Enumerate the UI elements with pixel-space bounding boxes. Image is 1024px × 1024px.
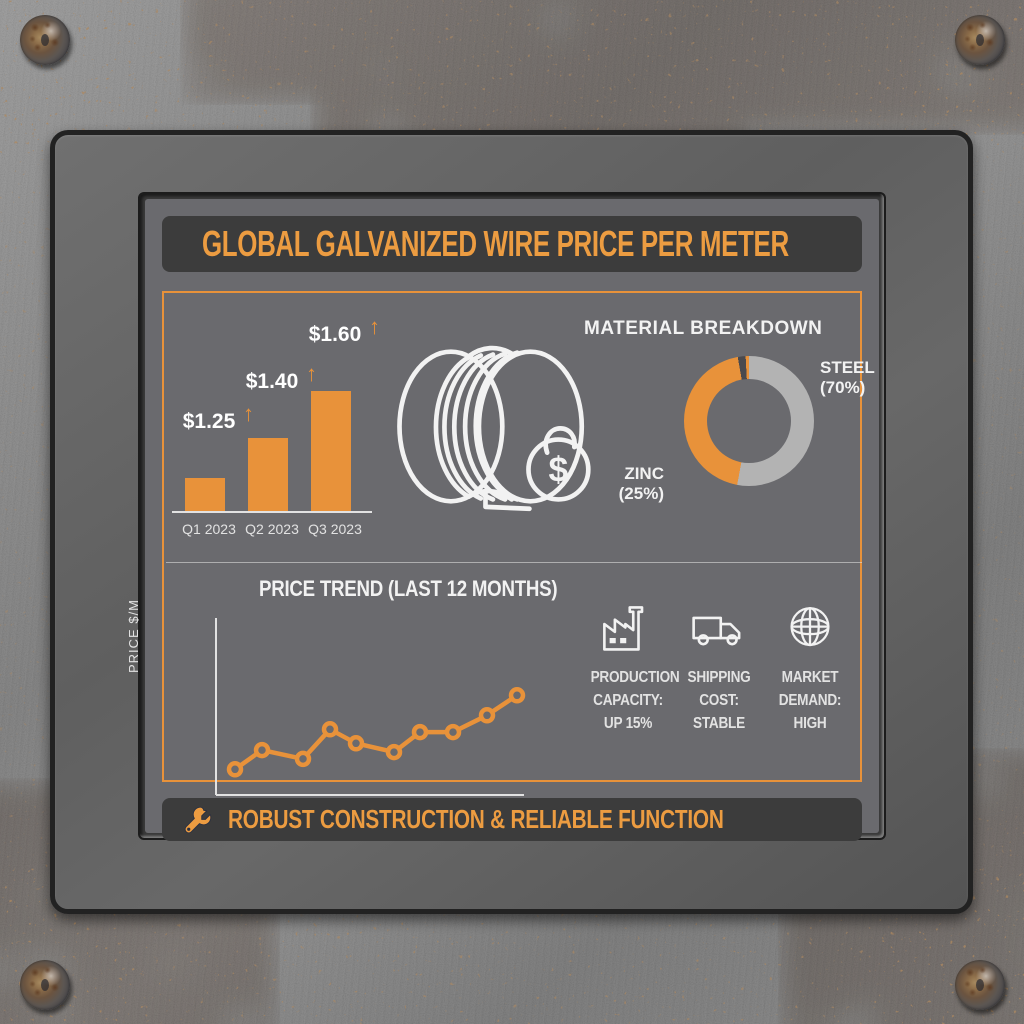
svg-text:$: $ (549, 450, 569, 490)
